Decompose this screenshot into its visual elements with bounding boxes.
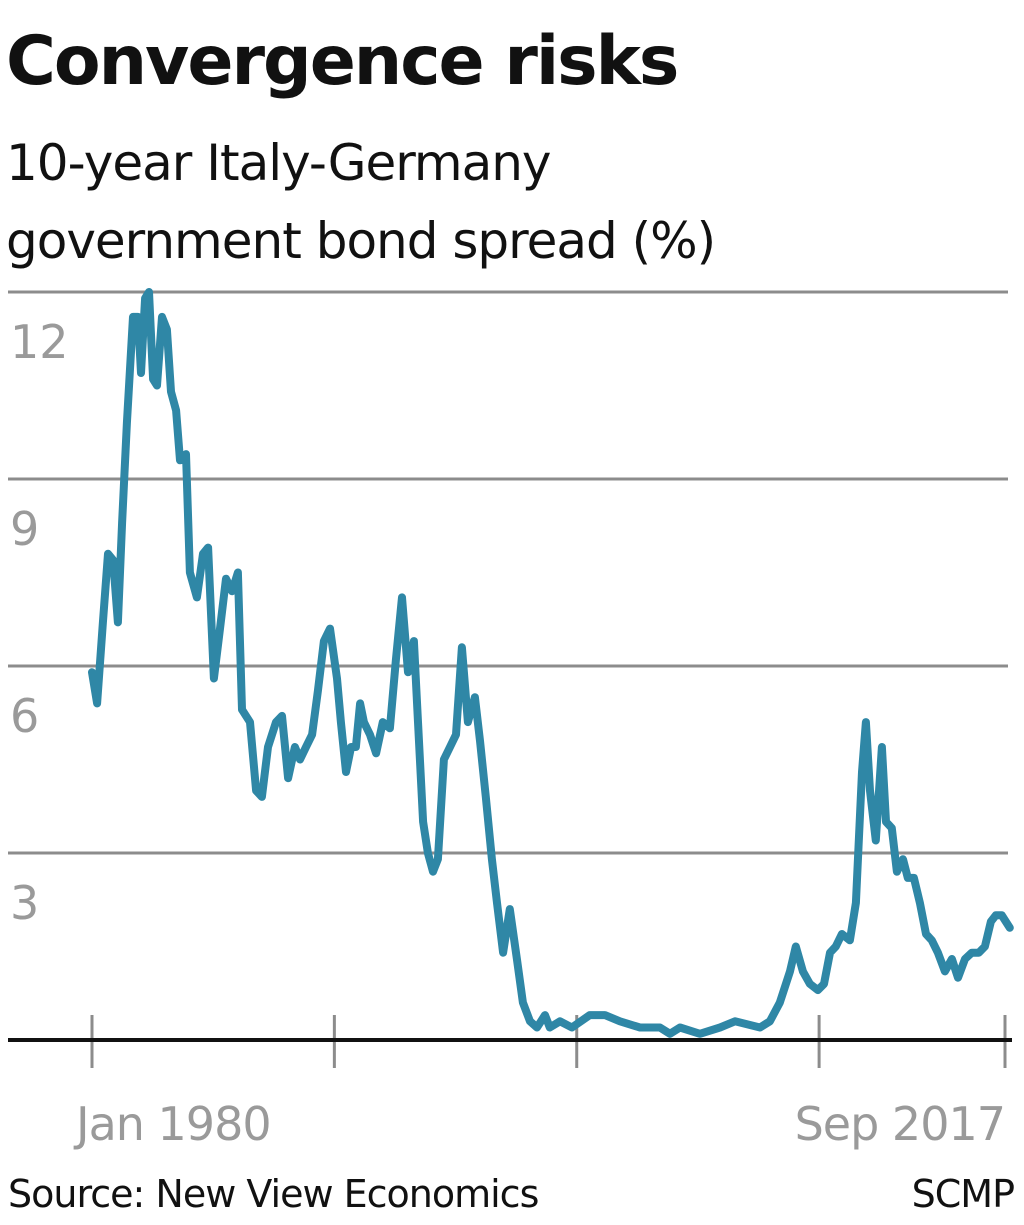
gridlines	[8, 290, 1008, 855]
chart-subtitle-line-1: 10-year Italy-Germany	[6, 134, 551, 192]
x-axis-ticks: Jan 1980 Sep 2017	[73, 1015, 1007, 1151]
credit-note: SCMP	[912, 1172, 1014, 1216]
y-tick-label: 6	[10, 689, 39, 743]
series-line-spread	[88, 288, 1014, 1038]
chart-subtitle-line-2: government bond spread (%)	[6, 212, 715, 270]
x-tick-label: Jan 1980	[73, 1097, 271, 1151]
y-tick-label: 3	[10, 876, 39, 930]
x-tick-label: Sep 2017	[795, 1097, 1005, 1151]
source-note: Source: New View Economics	[8, 1172, 538, 1216]
chart-title: Convergence risks	[6, 22, 677, 101]
y-axis-ticks: 3 6 9 12	[10, 315, 69, 930]
y-tick-label: 9	[10, 502, 39, 556]
y-tick-label: 12	[10, 315, 69, 369]
